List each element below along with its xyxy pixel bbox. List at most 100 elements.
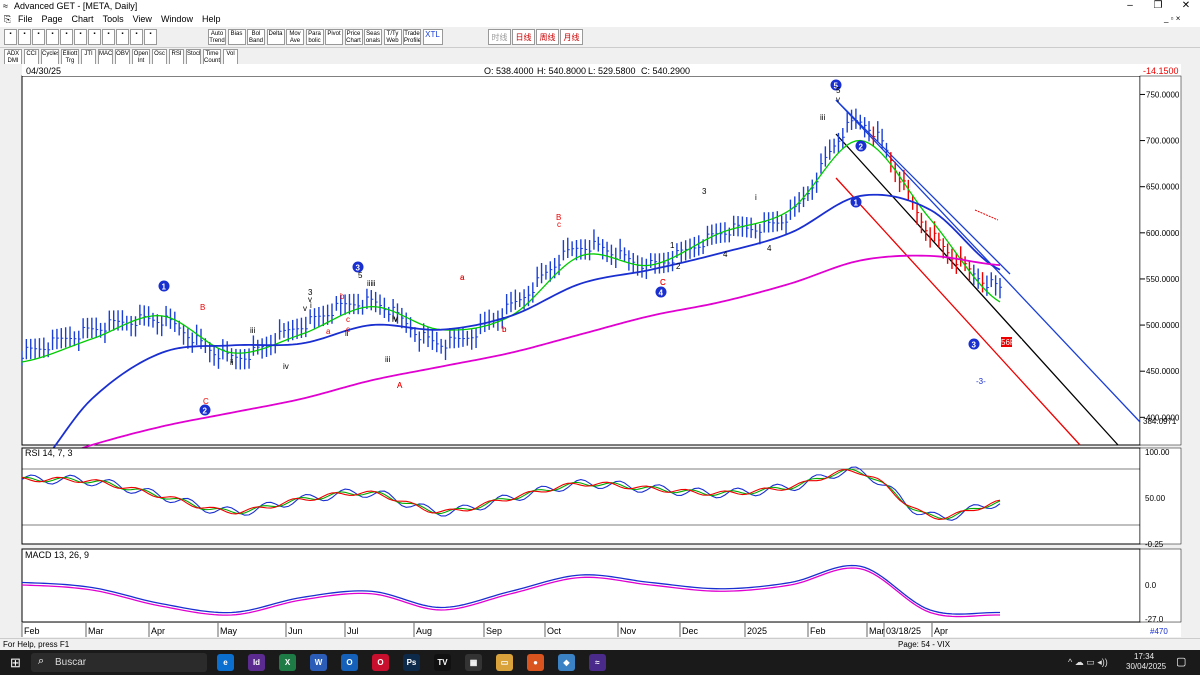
opera-icon[interactable]: O [372, 654, 389, 671]
menu-bar: ⎘ File Page Chart Tools View Window Help _ ▫ × [0, 13, 1200, 27]
paste-tool-icon[interactable]: ▪ [88, 29, 101, 45]
menu-page[interactable]: Page [41, 14, 63, 24]
advanced-get-icon[interactable]: ≈ [589, 654, 606, 671]
study-macd[interactable]: MACD [98, 49, 113, 65]
notification-icon[interactable]: ▢ [1176, 656, 1187, 668]
study-obv[interactable]: OBV [115, 49, 130, 65]
rsi-tick-label: -0.25 [1145, 540, 1164, 549]
bar-tool-icon[interactable]: ▪ [116, 29, 129, 45]
print-tool-icon[interactable]: ▪ [46, 29, 59, 45]
save-tool-icon[interactable]: ▪ [32, 29, 45, 45]
study-cci[interactable]: CCI [24, 49, 39, 65]
timeframe-0[interactable]: 时线 [488, 29, 511, 45]
menu-window[interactable]: Window [160, 14, 193, 24]
last-price-label: 384.0971 [1143, 417, 1177, 426]
rsi-label: RSI 14, 7, 3 [25, 448, 73, 458]
app-diamond-icon[interactable]: ◆ [558, 654, 575, 671]
open-tool-icon[interactable]: ▪ [18, 29, 31, 45]
new-tool-icon[interactable]: ▪ [4, 29, 17, 45]
right-tool-column[interactable] [1181, 64, 1200, 638]
outlook-icon[interactable]: O [341, 654, 358, 671]
wave-label: 5 [358, 271, 363, 280]
zoom-tool-icon[interactable]: ▪ [102, 29, 115, 45]
pointer-tool-icon[interactable]: ▪ [144, 29, 157, 45]
study-cycles[interactable]: Cycles [41, 49, 59, 65]
menu-help[interactable]: Help [201, 14, 221, 24]
edge-icon[interactable]: e [217, 654, 234, 671]
toolbar-top: ▪ ▪ ▪ ▪ ▪ ▪ ▪ ▪ ▪ ▪ ▪ Auto Trend Bias Bol Band Delta Mo… [0, 27, 1200, 47]
excel-icon[interactable]: X [279, 654, 296, 671]
toolbar-para-bolic[interactable]: Para bolic [305, 29, 324, 45]
search-placeholder: Buscar [55, 657, 87, 668]
study-open-int[interactable]: Open Int [132, 49, 150, 65]
study-jti[interactable]: JTI [81, 49, 96, 65]
apps-icon[interactable]: ▦ [465, 654, 482, 671]
rsi-tick-label: 100.00 [1145, 448, 1170, 457]
wave-label: v [303, 304, 307, 313]
price-tick-label: 600.0000 [1146, 229, 1180, 238]
price-panel [21, 75, 1141, 446]
cut-tool-icon[interactable]: ▪ [74, 29, 87, 45]
timeframe-2[interactable]: 周线 [536, 29, 559, 45]
search-box[interactable]: ⌕ Buscar [31, 653, 207, 672]
toolbar-bol-band[interactable]: Bol Band [247, 29, 265, 45]
toolbar-price-chart[interactable]: Price Chart [344, 29, 363, 45]
wave-label: i [310, 301, 312, 310]
menu-view[interactable]: View [132, 14, 152, 24]
tray-icons[interactable]: ^ ☁ ▭ ◂)) [1068, 657, 1108, 667]
study-osc[interactable]: Osc [152, 49, 167, 65]
indesign-icon[interactable]: Id [248, 654, 265, 671]
toolbar-mov-ave[interactable]: Mov Ave [286, 29, 304, 45]
timeframe-3[interactable]: 月线 [560, 29, 583, 45]
toolbar-trade-profile[interactable]: Trade Profile [403, 29, 421, 45]
x-tick-label: Dec [682, 626, 699, 636]
photoshop-icon[interactable]: Ps [403, 654, 420, 671]
study-rsi[interactable]: RSI [169, 49, 184, 65]
wave-label: 1 [670, 241, 675, 250]
toolbar-pivot[interactable]: Pivot [325, 29, 343, 45]
left-tool-column[interactable] [0, 64, 22, 638]
macd-tick-label: -27.0 [1145, 615, 1164, 624]
help-tool-icon[interactable]: ▪ [130, 29, 143, 45]
wave-label: iii [367, 279, 373, 288]
toolbar-delta[interactable]: Delta [266, 29, 285, 45]
toolbar-bias[interactable]: Bias [227, 29, 246, 45]
wave-label-red: b [502, 325, 507, 334]
price-tick-label: 550.0000 [1146, 275, 1180, 284]
wave-label-red: b [502, 325, 507, 334]
x-tick-label: Aug [416, 626, 432, 636]
chart-area[interactable]: 04/30/25 O: 538.4000 H: 540.8000 L: 529.… [0, 64, 1200, 638]
menu-chart[interactable]: Chart [71, 14, 94, 24]
word-icon[interactable]: W [310, 654, 327, 671]
wave-circle [199, 404, 211, 416]
taskbar: ⊞ ⌕ Buscar e Id X W O O Ps TV ▦ ▭ ● ◆ ≈ … [0, 650, 1200, 675]
restore-button[interactable]: ❐ [1153, 0, 1163, 11]
copy-tool-icon[interactable]: ▪ [60, 29, 73, 45]
toolbar-xtl[interactable]: XTL [422, 29, 443, 45]
toolbar-t-ty-web[interactable]: T/Ty Web [383, 29, 402, 45]
price-tick-label: 450.0000 [1146, 367, 1180, 376]
study-vol[interactable]: Vol [223, 49, 238, 65]
menu-file[interactable]: File [18, 14, 33, 24]
study-adx-dmi[interactable]: ADX DMI [4, 49, 22, 65]
toolbar-seas-onals[interactable]: Seas onals [364, 29, 382, 45]
file-explorer-icon[interactable]: ▭ [496, 654, 513, 671]
minimize-button[interactable]: – [1127, 0, 1133, 11]
wave-label: iv [392, 314, 398, 323]
doc-window-controls[interactable]: _ ▫ × [1164, 14, 1181, 23]
study-time-count[interactable]: Time Count [203, 49, 221, 65]
media-icon[interactable]: ● [527, 654, 544, 671]
ohlc-close: C: 540.2900 [641, 66, 690, 76]
study-stoch[interactable]: Stoch [186, 49, 201, 65]
study-elliott-trg[interactable]: Elliott Trg [61, 49, 79, 65]
windows-start-icon[interactable]: ⊞ [10, 655, 21, 670]
price-axis [1139, 75, 1182, 446]
wave-label: iii [385, 355, 391, 364]
close-button[interactable]: ✕ [1181, 0, 1191, 11]
menu-tools[interactable]: Tools [102, 14, 124, 24]
x-extra-label: #470 [1150, 627, 1168, 636]
toolbar-auto-trend[interactable]: Auto Trend [208, 29, 226, 45]
timeframe-1[interactable]: 日线 [512, 29, 535, 45]
tradingview-icon[interactable]: TV [434, 654, 451, 671]
